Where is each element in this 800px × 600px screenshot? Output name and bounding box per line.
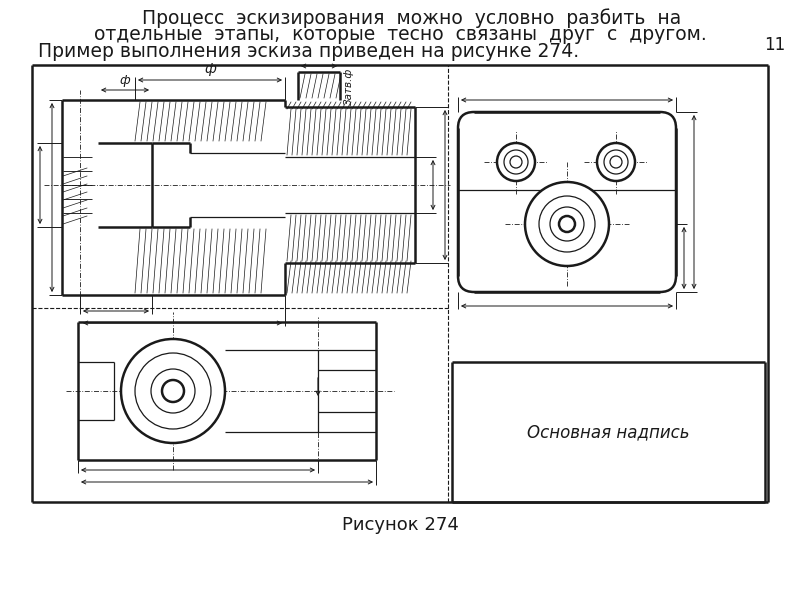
Circle shape: [121, 339, 225, 443]
FancyBboxPatch shape: [458, 112, 676, 292]
Circle shape: [510, 156, 522, 168]
Circle shape: [525, 182, 609, 266]
Circle shape: [497, 143, 535, 181]
Circle shape: [151, 369, 195, 413]
Circle shape: [539, 196, 595, 252]
Text: ф: ф: [204, 62, 216, 76]
Circle shape: [504, 150, 528, 174]
Text: Основная надпись: Основная надпись: [527, 423, 690, 441]
Circle shape: [604, 150, 628, 174]
Text: ф: ф: [120, 74, 130, 87]
Circle shape: [162, 380, 184, 402]
Text: отдельные  этапы,  которые  тесно  связаны  друг  с  другом.: отдельные этапы, которые тесно связаны д…: [94, 25, 706, 44]
Circle shape: [559, 216, 575, 232]
Text: Пример выполнения эскиза приведен на рисунке 274.: Пример выполнения эскиза приведен на рис…: [38, 42, 579, 61]
Text: Затв.ф: Затв.ф: [344, 67, 354, 104]
Text: 11: 11: [764, 36, 786, 54]
Circle shape: [610, 156, 622, 168]
Circle shape: [550, 207, 584, 241]
Text: Процесс  эскизирования  можно  условно  разбить  на: Процесс эскизирования можно условно разб…: [118, 8, 682, 28]
Circle shape: [135, 353, 211, 429]
Circle shape: [597, 143, 635, 181]
Text: Рисунок 274: Рисунок 274: [342, 516, 458, 534]
